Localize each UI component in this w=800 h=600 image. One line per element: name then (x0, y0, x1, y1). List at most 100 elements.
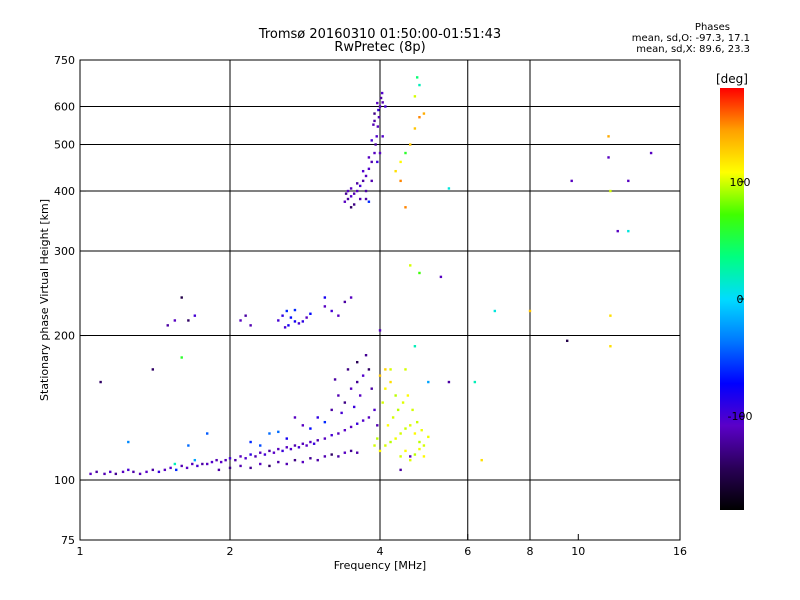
data-point (420, 429, 423, 432)
data-point (109, 470, 112, 474)
data-point (99, 380, 102, 384)
data-point (343, 429, 347, 432)
data-point (138, 472, 142, 476)
data-point (249, 440, 252, 444)
data-point (289, 447, 293, 451)
data-point (372, 123, 375, 126)
colorbar-tick-label: 0 (737, 293, 744, 306)
data-point (616, 229, 619, 233)
data-point (244, 314, 247, 317)
data-point (413, 453, 417, 456)
data-point (394, 169, 397, 173)
data-point (175, 468, 178, 472)
data-point (415, 420, 419, 424)
phase-stats-o: mean, sd,O: -97.3, 17.1 (631, 33, 750, 44)
data-point (346, 189, 350, 193)
data-point (343, 200, 347, 203)
data-point (277, 447, 280, 451)
data-point (127, 440, 130, 444)
data-point (272, 451, 276, 454)
data-point (340, 411, 343, 415)
data-point (409, 458, 412, 462)
data-point (447, 187, 451, 190)
data-point (316, 416, 319, 419)
data-point (411, 408, 414, 412)
data-point (244, 457, 247, 460)
data-point (364, 197, 368, 201)
data-point (352, 192, 356, 195)
data-point (217, 468, 221, 472)
data-point (376, 125, 380, 128)
data-point (187, 319, 190, 322)
colorbar-ticks: 100 0 -100 (728, 176, 753, 423)
phase-stats-x: mean, sd,X: 89.6, 23.3 (636, 44, 750, 55)
colorbar-tick-label: 100 (730, 176, 751, 189)
data-point (151, 368, 155, 371)
data-point (277, 460, 280, 464)
data-point (95, 470, 98, 474)
colorbar-tick-label: -100 (728, 410, 753, 423)
data-point (361, 419, 365, 422)
data-point (343, 401, 347, 404)
y-tick-label: 750 (54, 54, 75, 67)
data-point (649, 151, 653, 155)
data-point (394, 437, 397, 440)
data-point (180, 356, 183, 359)
data-point (180, 464, 183, 468)
data-point (358, 184, 362, 188)
data-point (346, 197, 350, 201)
data-point (305, 316, 308, 319)
data-point (297, 322, 301, 325)
data-point (337, 314, 340, 317)
data-point (358, 197, 362, 201)
data-point (224, 458, 227, 462)
data-point (374, 143, 377, 146)
data-point (364, 189, 368, 193)
data-point (228, 457, 232, 460)
data-point (427, 435, 430, 439)
data-point (323, 420, 327, 424)
data-point (239, 464, 242, 468)
data-point (386, 424, 390, 427)
data-point (422, 112, 426, 115)
data-point (570, 179, 573, 183)
phase-stats-heading: Phases (694, 22, 730, 33)
data-point (239, 319, 242, 322)
data-point (406, 394, 410, 397)
data-point (234, 458, 237, 462)
data-point (287, 324, 290, 327)
data-point (384, 368, 387, 371)
data-point (330, 433, 333, 437)
data-point (404, 206, 407, 209)
y-tick-label: 500 (54, 139, 75, 152)
data-point (422, 455, 426, 458)
data-point (358, 394, 362, 397)
data-point (249, 453, 252, 456)
data-point (333, 378, 337, 381)
data-point (409, 264, 412, 267)
data-point (268, 449, 271, 453)
data-point (373, 112, 376, 115)
data-point (418, 271, 421, 275)
data-point (349, 187, 353, 190)
data-point (404, 449, 407, 453)
data-point (378, 329, 382, 332)
y-tick-label: 75 (61, 534, 75, 547)
data-point (254, 455, 257, 458)
data-point (293, 458, 297, 462)
data-point (293, 416, 297, 419)
data-point (210, 460, 214, 464)
data-point (196, 464, 199, 468)
data-point (384, 444, 387, 447)
data-point (378, 105, 382, 108)
data-point (367, 368, 371, 371)
data-point (301, 442, 305, 445)
data-point (259, 462, 262, 466)
data-point (349, 296, 353, 299)
data-point (370, 160, 373, 164)
data-point (609, 314, 612, 317)
data-point (277, 430, 280, 434)
chart-subtitle: RwPretec (8p) (334, 40, 426, 55)
data-point (378, 449, 382, 453)
data-point (352, 405, 356, 409)
